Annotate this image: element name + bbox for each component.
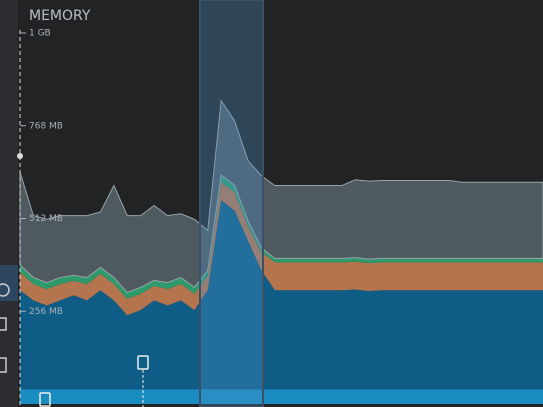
icon-gauge[interactable] — [0, 283, 10, 297]
y-tick-label: 256 MB — [29, 307, 63, 317]
chart-title: MEMORY — [29, 8, 91, 24]
y-axis: 1 GB 768 MB 512 MB 256 MB — [20, 29, 63, 317]
y-tick-label: 1 GB — [29, 29, 51, 39]
memory-area — [20, 389, 543, 404]
memory-area — [19, 99, 543, 293]
icon-attach[interactable] — [0, 317, 7, 331]
sidebar — [0, 0, 18, 407]
memory-area — [20, 200, 543, 390]
memory-area — [20, 182, 543, 316]
areas — [19, 99, 543, 404]
gc-icon[interactable] — [39, 392, 51, 407]
session-marker — [17, 153, 23, 159]
icon-device[interactable] — [0, 357, 7, 373]
gc-icon[interactable] — [137, 355, 149, 370]
y-tick-label: 768 MB — [29, 121, 63, 131]
sidebar-selected[interactable] — [0, 265, 18, 301]
selection-range[interactable] — [199, 0, 264, 407]
y-tick-label: 512 MB — [29, 214, 63, 224]
